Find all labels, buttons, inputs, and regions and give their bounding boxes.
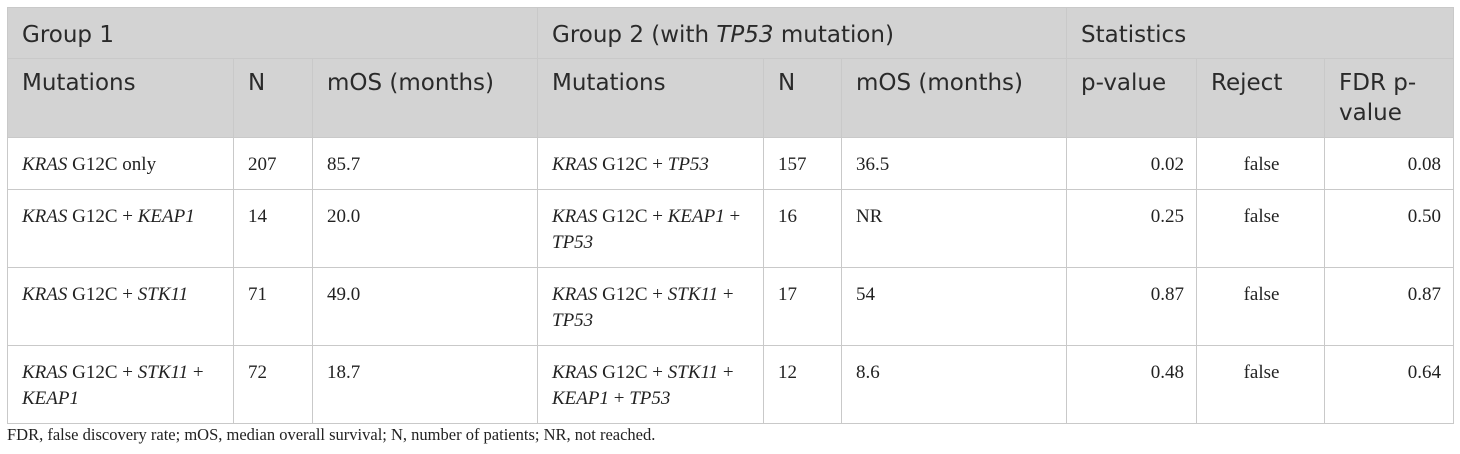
col-header-p-value: p-value <box>1066 58 1198 138</box>
g2-n-cell: 12 <box>763 345 842 424</box>
g2-mutations-cell: KRAS G12C + STK11 + TP53 <box>537 267 764 346</box>
reject-cell: false <box>1196 137 1326 190</box>
reject-cell: false <box>1196 267 1326 346</box>
fdr-p-value-cell: 0.64 <box>1324 345 1455 424</box>
g1-n-cell: 14 <box>233 189 313 268</box>
g1-mutations-cell: KRAS G12C only <box>7 137 234 190</box>
col-header-g2-n: N <box>763 58 842 138</box>
group-header-row: Group 1 Group 2 (with TP53 mutation) Sta… <box>7 7 1455 59</box>
col-header-g2-mutations: Mutations <box>537 58 764 138</box>
g1-mos-cell: 49.0 <box>312 267 538 346</box>
g1-n-cell: 207 <box>233 137 313 190</box>
g2-n-cell: 16 <box>763 189 842 268</box>
col-header-fdr-p-value: FDR p-value <box>1324 58 1455 138</box>
col-header-g1-mutations: Mutations <box>7 58 234 138</box>
g1-mos-cell: 20.0 <box>312 189 538 268</box>
g2-mutations-cell: KRAS G12C + TP53 <box>537 137 764 190</box>
fdr-p-value-cell: 0.08 <box>1324 137 1455 190</box>
group-2-header: Group 2 (with TP53 mutation) <box>536 7 1068 59</box>
g1-mos-cell: 18.7 <box>312 345 538 424</box>
fdr-p-value-cell: 0.87 <box>1324 267 1455 346</box>
p-value-cell: 0.48 <box>1066 345 1198 424</box>
p-value-cell: 0.25 <box>1066 189 1198 268</box>
col-header-g1-mos: mOS (months) <box>312 58 538 138</box>
table-row: KRAS G12C + STK11 + KEAP1 72 18.7 KRAS G12C… <box>7 345 1455 424</box>
table-body: KRAS G12C only 207 85.7 KRAS G12C + TP53 157… <box>7 137 1455 424</box>
column-header-row: Mutations N mOS (months) Mutations N mOS… <box>7 58 1455 138</box>
g2-mos-cell: 36.5 <box>840 137 1068 190</box>
g2-mos-cell: 54 <box>840 267 1068 346</box>
table-footnote: FDR, false discovery rate; mOS, median o… <box>7 425 656 444</box>
g2-mos-cell: 8.6 <box>840 345 1068 424</box>
p-value-cell: 0.02 <box>1066 137 1198 190</box>
table-row: KRAS G12C only 207 85.7 KRAS G12C + TP53 157… <box>7 137 1455 190</box>
col-header-g1-n: N <box>233 58 313 138</box>
g2-mutations-cell: KRAS G12C + STK11 + KEAP1 + TP53 <box>537 345 764 424</box>
table-row: KRAS G12C + KEAP1 14 20.0 KRAS G12C + KEAP1… <box>7 189 1455 268</box>
results-table: Group 1 Group 2 (with TP53 mutation) Sta… <box>7 7 1455 424</box>
col-header-reject: Reject <box>1196 58 1326 138</box>
p-value-cell: 0.87 <box>1066 267 1198 346</box>
g1-mutations-cell: KRAS G12C + STK11 + KEAP1 <box>7 345 234 424</box>
g2-n-cell: 157 <box>763 137 842 190</box>
g1-mutations-cell: KRAS G12C + KEAP1 <box>7 189 234 268</box>
g1-n-cell: 71 <box>233 267 313 346</box>
reject-cell: false <box>1196 345 1326 424</box>
g1-n-cell: 72 <box>233 345 313 424</box>
g2-mutations-cell: KRAS G12C + KEAP1 + TP53 <box>537 189 764 268</box>
statistics-header: Statistics <box>1066 7 1455 59</box>
results-table-container: Group 1 Group 2 (with TP53 mutation) Sta… <box>7 7 1455 424</box>
group-1-header: Group 1 <box>7 7 538 59</box>
col-header-g2-mos: mOS (months) <box>840 58 1068 138</box>
g2-n-cell: 17 <box>763 267 842 346</box>
g1-mutations-cell: KRAS G12C + STK11 <box>7 267 234 346</box>
fdr-p-value-cell: 0.50 <box>1324 189 1455 268</box>
table-row: KRAS G12C + STK11 71 49.0 KRAS G12C + STK11… <box>7 267 1455 346</box>
g2-mos-cell: NR <box>840 189 1068 268</box>
reject-cell: false <box>1196 189 1326 268</box>
g1-mos-cell: 85.7 <box>312 137 538 190</box>
